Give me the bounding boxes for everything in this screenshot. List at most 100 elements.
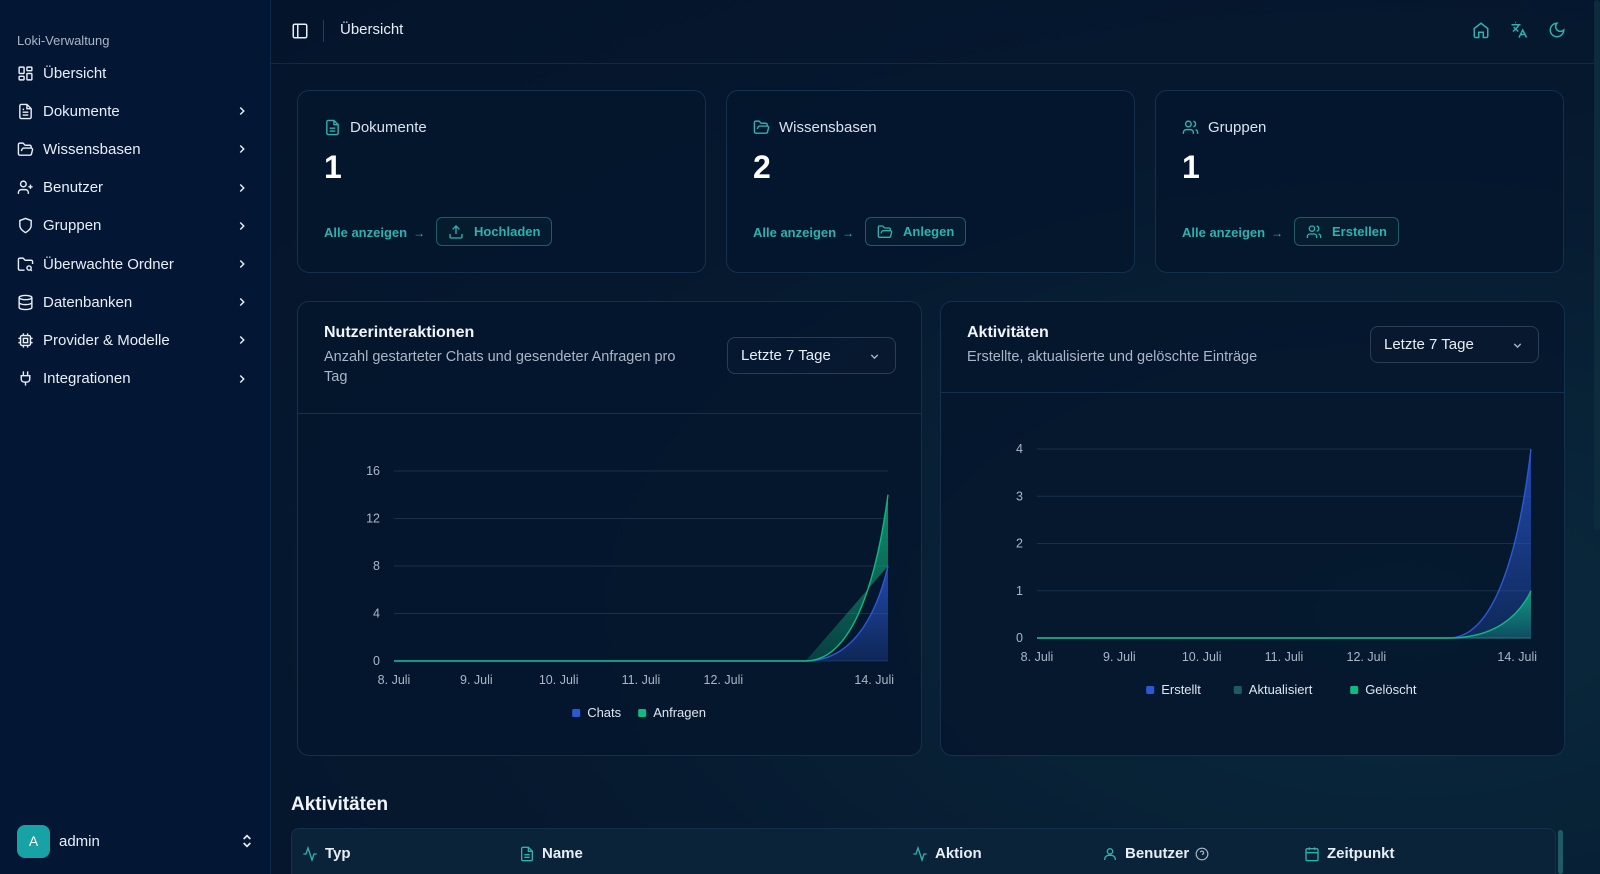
link-label: Alle anzeigen xyxy=(324,225,408,240)
y-tick-label: 0 xyxy=(1016,631,1023,645)
arrow-right-icon: → xyxy=(1271,225,1284,240)
arrow-right-icon: → xyxy=(842,225,855,240)
x-tick-label: 14. Juli xyxy=(854,673,894,687)
column-label: Zeitpunkt xyxy=(1327,845,1395,862)
chevron-right-icon xyxy=(239,374,245,383)
sidebar-item-provider-modelle[interactable]: Provider & Modelle xyxy=(0,321,271,359)
chart-subtitle-line: Tag xyxy=(324,369,348,385)
show-all-link[interactable]: Alle anzeigen → xyxy=(324,225,425,240)
table-scrollbar[interactable] xyxy=(1558,830,1563,874)
cpu-icon xyxy=(17,332,34,349)
sidebar-toggle-icon[interactable] xyxy=(291,22,309,40)
x-tick-label: 11. Juli xyxy=(622,673,661,687)
legend-item: Anfragen xyxy=(638,705,706,720)
legend-swatch xyxy=(1146,686,1155,694)
database-icon xyxy=(17,294,34,311)
chevron-right-icon xyxy=(239,107,245,116)
x-tick-label: 9. Juli xyxy=(460,673,493,687)
users-icon xyxy=(1306,224,1322,238)
create-group-button[interactable]: Erstellen xyxy=(1294,217,1399,246)
sidebar-item-ueberwachte-ordner[interactable]: Überwachte Ordner xyxy=(0,245,271,283)
series-line-gelöscht xyxy=(1037,590,1532,639)
chevron-down-icon xyxy=(870,354,879,360)
user-icon xyxy=(1104,847,1116,860)
legend-item: Gelöscht xyxy=(1350,682,1417,697)
chevron-right-icon xyxy=(239,260,245,269)
range-select[interactable]: Letzte 7 Tage xyxy=(727,337,896,374)
column-header-typ[interactable]: Typ xyxy=(302,845,351,862)
stat-card-gruppen: Gruppen 1 Alle anzeigen → Erstellen xyxy=(1155,90,1564,273)
table-header: Typ Name Aktion Benutzer Zeitpunkt xyxy=(291,828,1556,874)
document-icon xyxy=(326,119,339,136)
sidebar-item-integrationen[interactable]: Integrationen xyxy=(0,360,271,398)
sidebar-item-benutzer[interactable]: Benutzer xyxy=(0,169,271,207)
stat-title: Wissensbasen xyxy=(779,119,877,136)
column-header-name[interactable]: Name xyxy=(519,845,583,862)
sidebar-item-wissensbasen[interactable]: Wissensbasen xyxy=(0,130,271,168)
range-select-value: Letzte 7 Tage xyxy=(741,347,831,364)
folder-open-icon xyxy=(877,224,893,238)
sidebar-item-uebersicht[interactable]: Übersicht xyxy=(0,54,271,92)
sidebar-item-label: Provider & Modelle xyxy=(43,331,170,349)
topbar: Übersicht xyxy=(271,0,1600,64)
activity-icon xyxy=(913,845,927,862)
sidebar: Loki-Verwaltung Übersicht Dokumente Wiss… xyxy=(0,0,271,874)
sidebar-item-label: Gruppen xyxy=(43,217,102,235)
sidebar-item-label: Dokumente xyxy=(43,102,120,120)
range-select-value: Letzte 7 Tage xyxy=(1384,336,1474,353)
create-knowledge-base-button[interactable]: Anlegen xyxy=(865,217,967,246)
moon-icon[interactable] xyxy=(1548,21,1566,39)
y-tick-label: 4 xyxy=(373,607,380,621)
legend-label: Aktualisiert xyxy=(1249,682,1313,697)
series-area-gelöscht xyxy=(1037,590,1531,638)
column-label: Typ xyxy=(325,845,351,862)
show-all-link[interactable]: Alle anzeigen → xyxy=(753,225,854,240)
section-title: Aktivitäten xyxy=(291,794,389,815)
legend-swatch xyxy=(572,709,581,717)
x-tick-label: 10. Juli xyxy=(1182,650,1222,664)
interactions-chart: 0 4 8 12 16 8. Juli 9. Juli 10. Juli 11. Juli 12.… xyxy=(366,464,894,720)
upload-button[interactable]: Hochladen xyxy=(436,217,553,246)
range-select[interactable]: Letzte 7 Tage xyxy=(1370,326,1539,363)
show-all-link[interactable]: Alle anzeigen → xyxy=(1182,225,1283,240)
folder-icon xyxy=(753,120,770,134)
legend-label: Chats xyxy=(587,705,621,720)
sidebar-item-dokumente[interactable]: Dokumente xyxy=(0,92,271,130)
page-scrollbar[interactable] xyxy=(1594,0,1600,530)
y-tick-label: 2 xyxy=(1016,537,1023,551)
y-tick-label: 8 xyxy=(373,559,380,573)
user-menu[interactable]: A admin xyxy=(17,824,255,858)
legend-label: Gelöscht xyxy=(1365,682,1417,697)
sidebar-item-label: Überwachte Ordner xyxy=(43,255,174,273)
x-tick-label: 11. Juli xyxy=(1265,650,1304,664)
stat-card-dokumente: Dokumente 1 Alle anzeigen → Hochladen xyxy=(297,90,706,273)
button-label: Hochladen xyxy=(474,224,541,239)
column-header-benutzer[interactable]: Benutzer xyxy=(1102,845,1216,862)
y-tick-label: 0 xyxy=(373,654,380,668)
x-tick-label: 8. Juli xyxy=(1021,650,1054,664)
sidebar-item-datenbanken[interactable]: Datenbanken xyxy=(0,283,271,321)
column-label: Benutzer xyxy=(1125,845,1190,862)
translate-icon[interactable] xyxy=(1510,21,1528,39)
calendar-icon xyxy=(1305,846,1319,861)
column-header-zeitpunkt[interactable]: Zeitpunkt xyxy=(1304,845,1395,862)
stat-card-wissensbasen: Wissensbasen 2 Alle anzeigen → Anlegen xyxy=(726,90,1135,273)
chart-subtitle-line: Anzahl gestarteter Chats und gesendeter … xyxy=(324,349,676,365)
series-area-anfragen xyxy=(394,494,888,661)
divider xyxy=(323,20,324,42)
x-tick-label: 12. Juli xyxy=(1347,650,1387,664)
activity-icon xyxy=(303,845,317,862)
chevron-right-icon xyxy=(239,183,245,192)
sidebar-item-gruppen[interactable]: Gruppen xyxy=(0,207,271,245)
x-tick-label: 14. Juli xyxy=(1497,650,1537,664)
chart-title: Nutzerinteraktionen xyxy=(324,324,475,341)
stat-value: 2 xyxy=(753,149,771,185)
chevron-right-icon xyxy=(239,145,245,154)
link-label: Alle anzeigen xyxy=(753,225,837,240)
home-icon[interactable] xyxy=(1472,21,1490,39)
plug-icon xyxy=(17,370,34,387)
column-header-aktion[interactable]: Aktion xyxy=(912,845,982,862)
chart-title: Aktivitäten xyxy=(967,324,1049,341)
help-circle-icon[interactable] xyxy=(1195,847,1209,861)
user-name: admin xyxy=(59,832,100,850)
